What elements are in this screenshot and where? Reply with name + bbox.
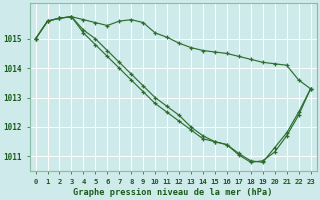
X-axis label: Graphe pression niveau de la mer (hPa): Graphe pression niveau de la mer (hPa) (73, 188, 273, 197)
